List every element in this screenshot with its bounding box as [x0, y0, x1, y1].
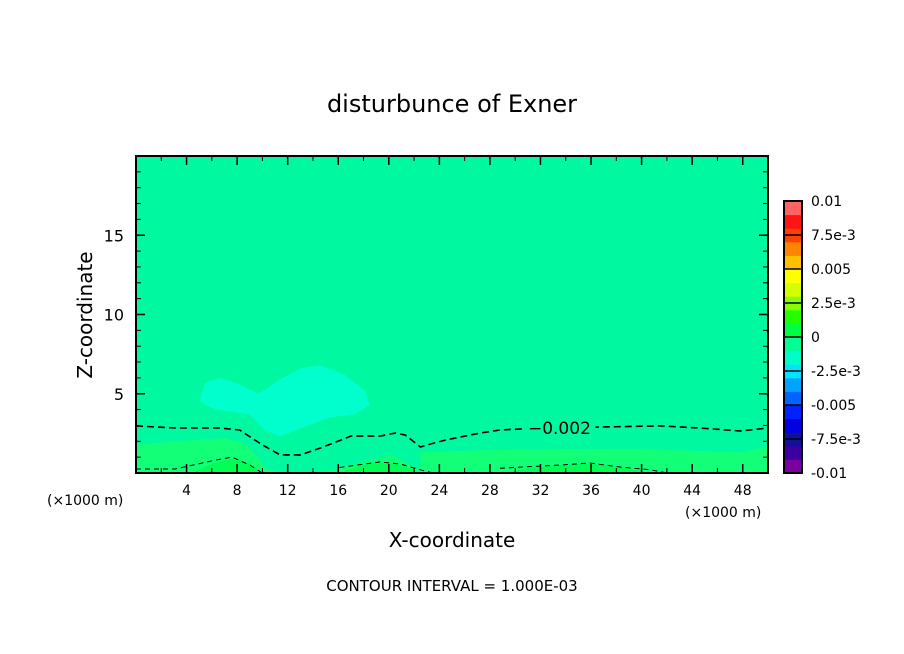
x-tick-label: 48	[734, 483, 752, 499]
colorbar-swatch	[784, 350, 802, 365]
x-tick-label: 8	[233, 483, 242, 499]
colorbar-swatch	[784, 214, 802, 229]
contour-interval-footer: CONTOUR INTERVAL = 1.000E-03	[326, 577, 577, 595]
x-unit-right: (×1000 m)	[685, 505, 761, 521]
colorbar-swatch	[784, 391, 802, 406]
x-tick-label: 40	[633, 483, 651, 499]
x-tick-label: 4	[182, 483, 191, 499]
colorbar-label: -0.01	[811, 466, 847, 482]
colorbar-label: -7.5e-3	[811, 432, 861, 448]
colorbar-label: 0.005	[811, 262, 851, 278]
region-green-core-3	[502, 463, 648, 473]
colorbar-label: 0.01	[811, 194, 842, 210]
region-green-band-left	[136, 438, 433, 473]
plot-area: −0.002	[136, 156, 768, 473]
colorbar-swatch	[784, 377, 802, 392]
colorbar-swatch	[784, 201, 802, 216]
plot-content: −0.002	[136, 156, 768, 473]
x-unit-left: (×1000 m)	[47, 493, 123, 509]
y-tick-label: 5	[114, 385, 124, 404]
contour-label-bg	[523, 418, 596, 437]
colorbar-label: -0.005	[811, 398, 856, 414]
colorbar-label: 2.5e-3	[811, 296, 856, 312]
x-tick-label: 20	[380, 483, 398, 499]
chart-title: disturbunce of Exner	[327, 90, 577, 118]
colorbar-swatch	[784, 309, 802, 324]
y-axis-label: Z-coordinate	[73, 251, 97, 378]
colorbar-label: -2.5e-3	[811, 364, 861, 380]
x-tick-label: 36	[582, 483, 600, 499]
colorbar-swatch	[784, 459, 802, 474]
region-cyan-blob	[200, 365, 370, 437]
x-tick-label: 12	[279, 483, 297, 499]
x-tick-label: 24	[430, 483, 448, 499]
colorbar-label: 0	[811, 330, 820, 346]
contour-label: −0.002	[528, 419, 591, 439]
y-tick-label: 10	[104, 306, 124, 325]
colorbar-frame	[783, 200, 803, 474]
x-tick-label: 32	[532, 483, 550, 499]
contour-line	[136, 425, 768, 456]
contour-line	[499, 462, 667, 473]
colorbar-swatch	[784, 337, 802, 352]
x-tick-label: 44	[683, 483, 701, 499]
colorbar-swatch	[784, 445, 802, 460]
colorbar-swatch	[784, 323, 802, 338]
contour-line	[339, 461, 434, 473]
region-green-core	[192, 458, 263, 473]
colorbar-swatch	[784, 282, 802, 297]
colorbar-label: 7.5e-3	[811, 228, 856, 244]
contour-line	[136, 456, 263, 473]
colorbar: 0.01 7.5e-3 0.005 2.5e-3 0 -2.5e-3 -0.005 -7.5e…	[783, 194, 861, 482]
colorbar-swatch	[784, 418, 802, 433]
colorbar-swatch	[784, 405, 802, 420]
x-axis-label: X-coordinate	[389, 528, 516, 552]
y-tick-label: 15	[104, 226, 124, 245]
colorbar-swatch	[784, 255, 802, 270]
x-tick-label: 16	[329, 483, 347, 499]
x-tick-label: 28	[481, 483, 499, 499]
colorbar-swatch	[784, 269, 802, 284]
region-green-band-right	[420, 446, 768, 473]
background-fill	[136, 156, 768, 473]
region-green-core-2	[338, 461, 421, 473]
colorbar-swatch	[784, 241, 802, 256]
